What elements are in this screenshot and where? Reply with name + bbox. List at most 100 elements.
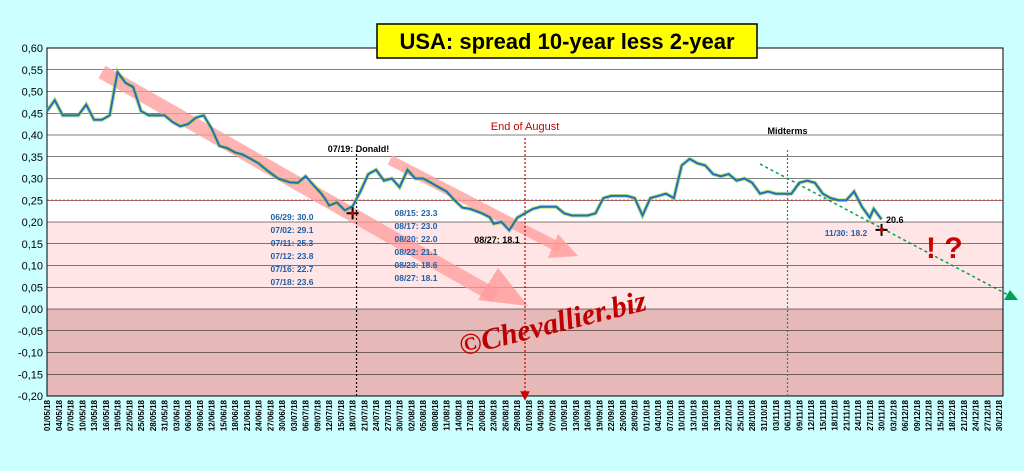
- x-tick-label: 26/08/18: [501, 399, 510, 431]
- x-tick-label: 06/11/18: [784, 399, 793, 430]
- x-tick-label: 16/05/18: [102, 399, 111, 431]
- x-tick-label: 18/06/18: [231, 399, 240, 431]
- annotation-august-item: 08/20: 22.0: [394, 234, 437, 244]
- x-tick-label: 30/11/18: [878, 399, 887, 430]
- y-tick-label: 0,60: [22, 43, 43, 55]
- x-tick-label: 24/12/18: [972, 399, 981, 431]
- x-tick-label: 30/06/18: [278, 399, 287, 431]
- y-tick-label: 0,45: [22, 108, 43, 120]
- trend-arrowhead-main: [478, 268, 528, 306]
- annotation-last-value: 20.6: [886, 215, 904, 225]
- x-tick-label: 15/06/18: [219, 399, 228, 431]
- x-tick-label: 17/08/18: [466, 399, 475, 431]
- y-tick-label: -0,20: [18, 391, 43, 403]
- x-tick-label: 25/09/18: [619, 399, 628, 431]
- x-tick-label: 10/10/18: [678, 399, 687, 431]
- annotation-july-item: 06/29: 30.0: [270, 212, 313, 222]
- cross-marker-dot: [350, 211, 355, 216]
- trend-arrowhead-green: [1004, 290, 1018, 300]
- x-tick-label: 01/09/18: [525, 399, 534, 431]
- chart-title-box: [376, 23, 758, 59]
- x-tick-label: 13/10/18: [689, 399, 698, 431]
- x-tick-label: 15/07/18: [337, 399, 346, 431]
- x-tick-label: 19/09/18: [595, 399, 604, 431]
- x-tick-label: 27/06/18: [266, 399, 275, 431]
- x-tick-label: 30/12/18: [995, 399, 1004, 431]
- x-tick-label: 02/08/18: [407, 399, 416, 431]
- annotation-july-item: 07/11: 25.3: [271, 238, 314, 248]
- x-tick-label: 09/11/18: [795, 399, 804, 430]
- y-tick-label: 0,55: [22, 65, 43, 77]
- x-tick-label: 01/05/18: [43, 399, 52, 431]
- x-tick-label: 31/05/18: [161, 399, 170, 431]
- vertical-label: 07/19: Donald!: [328, 144, 390, 154]
- cross-marker-dot: [879, 227, 884, 232]
- x-tick-label: 23/08/18: [490, 399, 499, 431]
- x-tick-label: 15/11/18: [819, 399, 828, 430]
- x-tick-label: 21/06/18: [243, 399, 252, 431]
- annotation-july-item: 07/16: 22.7: [270, 264, 313, 274]
- y-tick-label: 0,50: [22, 87, 43, 99]
- annotation-august-item: 08/23: 18.6: [394, 260, 437, 270]
- x-tick-label: 13/09/18: [572, 399, 581, 431]
- x-tick-label: 03/12/18: [889, 399, 898, 431]
- y-tick-label: 0,15: [22, 239, 43, 251]
- x-tick-label: 07/10/18: [666, 399, 675, 431]
- x-tick-label: 06/06/18: [184, 399, 193, 431]
- annotation-august-low: 08/27: 18.1: [474, 235, 520, 245]
- verticals-layer: 07/19: Donald! End of August Midterms: [328, 121, 808, 401]
- annotation-july-item: 07/02: 29.1: [270, 225, 313, 235]
- x-tick-label: 11/08/18: [443, 399, 452, 430]
- x-tick-label: 28/10/18: [748, 399, 757, 431]
- x-tick-label: 22/10/18: [725, 399, 734, 431]
- y-tick-label: 0,00: [22, 304, 43, 316]
- x-tick-label: 18/12/18: [948, 399, 957, 431]
- y-tick-label: 0,10: [22, 261, 43, 273]
- x-tick-label: 10/09/18: [560, 399, 569, 431]
- x-tick-label: 31/10/18: [760, 399, 769, 431]
- annotation-july-item: 07/12: 23.8: [270, 251, 313, 261]
- x-tick-label: 07/05/18: [67, 399, 76, 431]
- x-tick-label: 24/07/18: [372, 399, 381, 431]
- x-tick-label: 25/10/18: [736, 399, 745, 431]
- annotation-august-item: 08/17: 23.0: [394, 221, 437, 231]
- y-tick-label: 0,40: [22, 130, 43, 142]
- x-tick-label: 18/07/18: [349, 399, 358, 431]
- y-tick-label: -0,05: [18, 326, 43, 338]
- x-tick-label: 01/10/18: [642, 399, 651, 431]
- x-tick-label: 29/08/18: [513, 399, 522, 431]
- y-tick-label: 0,35: [22, 152, 43, 164]
- trend-arrowhead-second: [548, 234, 578, 258]
- annotation-exclamation: ! ?: [926, 232, 963, 265]
- series-layer: [45, 66, 884, 234]
- x-tick-label: 13/05/18: [90, 399, 99, 431]
- x-tick-label: 28/09/18: [631, 399, 640, 431]
- x-tick-label: 21/11/18: [842, 399, 851, 430]
- x-tick-label: 03/11/18: [772, 399, 781, 430]
- x-tick-label: 15/12/18: [936, 399, 945, 431]
- x-tick-label: 22/09/18: [607, 399, 616, 431]
- x-tick-label: 09/12/18: [913, 399, 922, 431]
- x-tick-label: 21/12/18: [960, 399, 969, 431]
- x-tick-label: 09/07/18: [313, 399, 322, 431]
- x-tick-label: 22/05/18: [125, 399, 134, 431]
- x-tick-label: 04/09/18: [537, 399, 546, 431]
- x-tick-label: 12/06/18: [208, 399, 217, 431]
- x-tick-label: 19/10/18: [713, 399, 722, 431]
- y-axis: 0,60 0,55 0,50 0,45 0,40 0,35 0,30 0,25 0,20 0,15…: [18, 43, 43, 403]
- x-tick-label: 28/05/18: [149, 399, 158, 431]
- x-tick-label: 27/12/18: [983, 399, 992, 431]
- x-tick-label: 05/08/18: [419, 399, 428, 431]
- annotation-july-item: 07/18: 23.6: [270, 277, 313, 287]
- y-tick-label: 0,05: [22, 282, 43, 294]
- y-tick-label: 0,20: [22, 217, 43, 229]
- trend-arrow-second: [387, 155, 563, 253]
- x-tick-label: 12/12/18: [925, 399, 934, 431]
- x-tick-label: 16/09/18: [584, 399, 593, 431]
- y-tick-label: -0,15: [18, 369, 43, 381]
- x-tick-label: 06/07/18: [302, 399, 311, 431]
- x-tick-label: 07/09/18: [548, 399, 557, 431]
- x-tick-label: 10/05/18: [78, 399, 87, 431]
